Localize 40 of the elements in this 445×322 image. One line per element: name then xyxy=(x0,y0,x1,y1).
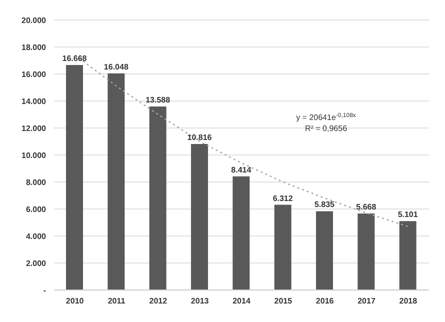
data-label: 6.312 xyxy=(272,194,294,203)
x-tick-label: 2013 xyxy=(190,296,210,306)
y-tick-label: 10.000 xyxy=(22,150,47,160)
y-tick-label: 20.000 xyxy=(22,16,47,25)
data-label: 8.414 xyxy=(231,165,252,174)
bar xyxy=(316,211,333,290)
y-tick-label: - xyxy=(43,286,46,295)
y-tick-label: 16.000 xyxy=(22,70,47,79)
x-tick-label: 2017 xyxy=(358,296,376,306)
data-label: 16.048 xyxy=(104,62,129,72)
x-tick-label: 2011 xyxy=(108,296,126,306)
bar xyxy=(66,64,83,290)
annotation: y = 20641e$^{-0,108x}$ xyxy=(296,112,356,122)
y-tick-label: 4.000 xyxy=(26,232,47,241)
x-tick-label: 2014 xyxy=(232,296,251,306)
x-tick-label: 2016 xyxy=(316,296,334,306)
y-tick-label: 8.000 xyxy=(26,178,47,187)
data-label: 13.588 xyxy=(146,96,171,105)
data-label: 10.816 xyxy=(187,132,212,142)
y-tick-label: 12.000 xyxy=(22,124,47,133)
y-tick-label: 2.000 xyxy=(26,258,47,268)
data-label: 16.668 xyxy=(62,54,88,63)
bar xyxy=(358,213,375,290)
bar xyxy=(149,106,166,290)
x-tick-label: 2010 xyxy=(66,296,84,306)
y-tick-label: 18.000 xyxy=(22,42,47,52)
data-label: 5.101 xyxy=(398,210,418,220)
x-tick-label: 2012 xyxy=(149,296,168,306)
x-tick-label: 2018 xyxy=(399,296,418,306)
bar xyxy=(399,221,416,290)
y-tick-label: 14.000 xyxy=(22,96,47,106)
data-label: 5.668 xyxy=(356,202,377,212)
x-tick-label: 2015 xyxy=(274,296,293,306)
bar xyxy=(191,144,208,290)
bar xyxy=(232,176,250,290)
bar xyxy=(274,204,292,290)
y-tick-label: 6.000 xyxy=(26,204,47,214)
bar xyxy=(108,73,125,290)
data-label: 5.835 xyxy=(314,200,336,210)
annotation: R² = 0,9656 xyxy=(304,124,348,133)
